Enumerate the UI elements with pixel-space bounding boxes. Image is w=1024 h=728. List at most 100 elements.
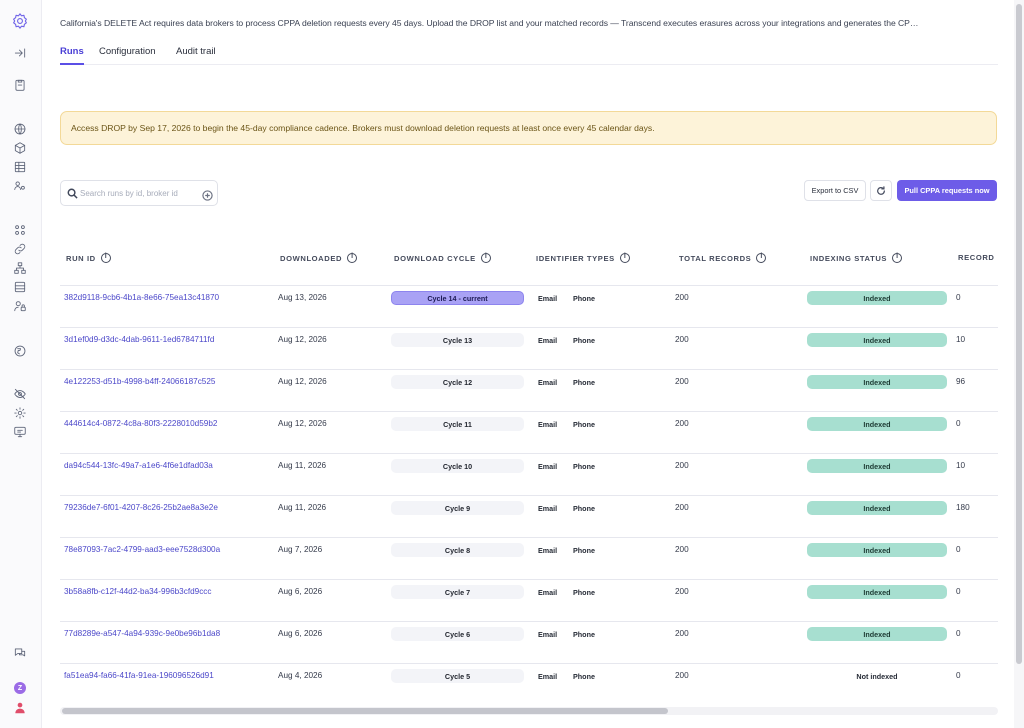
add-filter-icon[interactable]: [202, 188, 213, 201]
column-header-total-records: TOTAL RECORDS: [679, 253, 767, 263]
record-count: 10: [956, 335, 966, 344]
info-icon[interactable]: [892, 253, 903, 263]
downloaded-date: Aug 13, 2026: [278, 293, 327, 302]
info-icon[interactable]: [100, 253, 111, 263]
identifier-type-phone: Phone: [573, 378, 595, 387]
run-id-link[interactable]: fa51ea94-fa66-41fa-91ea-196096526d91: [64, 671, 214, 680]
identifier-type-email: Email: [538, 420, 558, 429]
record-count: 0: [956, 293, 961, 302]
clipboard-icon[interactable]: [11, 76, 29, 94]
chat-icon[interactable]: [11, 644, 29, 662]
total-records: 200: [675, 377, 689, 386]
box-icon[interactable]: [11, 139, 29, 157]
link-icon[interactable]: [11, 240, 29, 258]
identifier-type-email: Email: [538, 546, 558, 555]
table-row[interactable]: fa51ea94-fa66-41fa-91ea-196096526d91 Aug …: [60, 664, 998, 700]
downloaded-date: Aug 4, 2026: [278, 671, 323, 680]
identifier-type-email: Email: [538, 336, 558, 345]
info-icon[interactable]: [756, 253, 767, 263]
identifier-type-phone: Phone: [573, 504, 595, 513]
identifier-type-email: Email: [538, 504, 558, 513]
eye-off-icon[interactable]: [11, 385, 29, 403]
grid-icon[interactable]: [11, 221, 29, 239]
table-row[interactable]: 382d9118-9cb6-4b1a-8e66-75ea13c41870 Aug …: [60, 286, 998, 328]
table-row[interactable]: 77d8289e-a547-4a94-939c-9e0be96b1da8 Aug …: [60, 622, 998, 664]
table-row[interactable]: 4e122253-d51b-4998-b4ff-24066187c525 Aug …: [60, 370, 998, 412]
user-icon[interactable]: [12, 700, 28, 716]
avatar[interactable]: Z: [14, 682, 26, 694]
column-header-records: RECORD: [958, 253, 995, 262]
identifier-type-phone: Phone: [573, 672, 595, 681]
indexing-status-badge: Indexed: [807, 333, 947, 347]
run-id-link[interactable]: 444614c4-0872-4c8a-80f3-2228010d59b2: [64, 419, 218, 428]
table-row[interactable]: 3d1ef0d9-d3dc-4dab-9611-1ed6784711fd Aug …: [60, 328, 998, 370]
identifier-type-phone: Phone: [573, 462, 595, 471]
download-cycle-badge: Cycle 10: [391, 459, 524, 473]
share-icon[interactable]: [11, 44, 29, 62]
export-csv-button[interactable]: Export to CSV: [804, 180, 866, 201]
column-header-run-id: RUN ID: [66, 253, 111, 263]
table-row[interactable]: da94c544-13fc-49a7-a1e6-4f6e1dfad03a Aug …: [60, 454, 998, 496]
tab-runs[interactable]: Runs: [60, 46, 84, 65]
run-id-link[interactable]: da94c544-13fc-49a7-a1e6-4f6e1dfad03a: [64, 461, 213, 470]
indexing-status-badge: Indexed: [807, 501, 947, 515]
tab-audit-trail[interactable]: Audit trail: [176, 46, 216, 57]
run-id-link[interactable]: 78e87093-7ac2-4799-aad3-eee7528d300a: [64, 545, 221, 554]
globe-icon[interactable]: [11, 120, 29, 138]
info-icon[interactable]: [480, 253, 491, 263]
search-box: [60, 180, 218, 206]
gear-icon[interactable]: [11, 404, 29, 422]
record-count: 180: [956, 503, 970, 512]
run-id-link[interactable]: 4e122253-d51b-4998-b4ff-24066187c525: [64, 377, 216, 386]
download-cycle-badge: Cycle 6: [391, 627, 524, 641]
table-row[interactable]: 78e87093-7ac2-4799-aad3-eee7528d300a Aug …: [60, 538, 998, 580]
indexing-status-badge: Indexed: [807, 459, 947, 473]
tab-configuration[interactable]: Configuration: [99, 46, 156, 57]
record-count: 0: [956, 419, 961, 428]
info-icon[interactable]: [619, 253, 630, 263]
run-id-link[interactable]: 77d8289e-a547-4a94-939c-9e0be96b1da8: [64, 629, 221, 638]
identifier-type-phone: Phone: [573, 630, 595, 639]
identifier-type-phone: Phone: [573, 336, 595, 345]
scrollbar-thumb[interactable]: [1016, 4, 1022, 664]
settings-icon[interactable]: [11, 12, 29, 30]
download-cycle-badge: Cycle 12: [391, 375, 524, 389]
download-cycle-badge: Cycle 11: [391, 417, 524, 431]
table-row[interactable]: 444614c4-0872-4c8a-80f3-2228010d59b2 Aug …: [60, 412, 998, 454]
vertical-scrollbar[interactable]: [1014, 0, 1024, 728]
scrollbar-thumb[interactable]: [62, 708, 668, 714]
run-id-link[interactable]: 3d1ef0d9-d3dc-4dab-9611-1ed6784711fd: [64, 335, 215, 344]
table-icon[interactable]: [11, 158, 29, 176]
info-icon[interactable]: [347, 253, 358, 263]
page-description: California's DELETE Act requires data br…: [60, 18, 919, 28]
identifier-type-email: Email: [538, 378, 558, 387]
network-icon[interactable]: [11, 259, 29, 277]
table-row[interactable]: 79236de7-6f01-4207-8c26-25b2ae8a3e2e Aug …: [60, 496, 998, 538]
pull-cppa-requests-button[interactable]: Pull CPPA requests now: [897, 180, 997, 201]
total-records: 200: [675, 419, 689, 428]
run-id-link[interactable]: 79236de7-6f01-4207-8c26-25b2ae8a3e2e: [64, 503, 218, 512]
indexing-status-badge: Indexed: [807, 627, 947, 641]
download-cycle-badge: Cycle 5: [391, 669, 524, 683]
table-row[interactable]: 3b58a8fb-c12f-44d2-ba34-996b3cfd9ccc Aug …: [60, 580, 998, 622]
column-header-download-cycle: DOWNLOAD CYCLE: [394, 253, 491, 263]
search-input[interactable]: [80, 186, 198, 201]
total-records: 200: [675, 335, 689, 344]
database-icon[interactable]: [11, 278, 29, 296]
downloaded-date: Aug 12, 2026: [278, 335, 327, 344]
horizontal-scrollbar[interactable]: [60, 707, 998, 715]
run-id-link[interactable]: 382d9118-9cb6-4b1a-8e66-75ea13c41870: [64, 293, 220, 302]
refresh-button[interactable]: [870, 180, 892, 201]
globe-lock-icon[interactable]: [11, 342, 29, 360]
downloaded-date: Aug 11, 2026: [278, 461, 327, 470]
settings-people-icon[interactable]: [11, 177, 29, 195]
monitor-icon[interactable]: [11, 423, 29, 441]
download-cycle-badge: Cycle 9: [391, 501, 524, 515]
identifier-type-phone: Phone: [573, 420, 595, 429]
user-lock-icon[interactable]: [11, 297, 29, 315]
total-records: 200: [675, 545, 689, 554]
downloaded-date: Aug 12, 2026: [278, 419, 327, 428]
total-records: 200: [675, 293, 689, 302]
record-count: 0: [956, 629, 961, 638]
run-id-link[interactable]: 3b58a8fb-c12f-44d2-ba34-996b3cfd9ccc: [64, 587, 212, 596]
